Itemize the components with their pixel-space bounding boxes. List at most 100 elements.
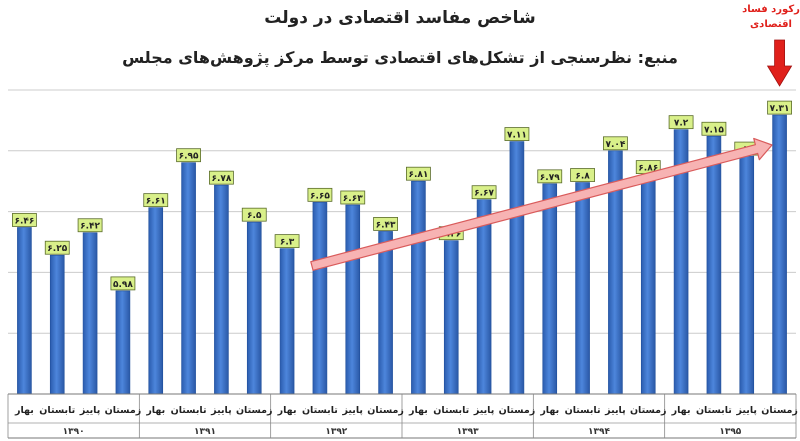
season-tick-label: زمستان xyxy=(761,405,798,416)
season-tick-label: تابستان xyxy=(171,405,207,416)
record-annotation: رکورد فساد اقتصادی xyxy=(742,4,800,30)
value-label-box xyxy=(603,136,628,151)
season-tick-label: پاییز xyxy=(79,405,101,416)
value-label-box xyxy=(307,187,333,202)
value-label: ۶.۵ xyxy=(247,211,262,221)
value-label: ۶.۸۱ xyxy=(408,170,428,180)
bar xyxy=(706,135,722,395)
value-label-box xyxy=(44,240,70,255)
value-label: ۷.۰۴ xyxy=(605,140,625,150)
season-tick-label: تابستان xyxy=(39,405,75,416)
bar xyxy=(148,207,164,395)
value-label: ۷.۲ xyxy=(674,119,689,129)
record-arrow xyxy=(766,39,793,87)
bar xyxy=(542,183,558,395)
year-tick-label: ۱۳۹۳ xyxy=(457,427,479,437)
season-tick-label: بهار xyxy=(539,405,559,416)
season-tick-label: تابستان xyxy=(696,405,732,416)
value-label-box xyxy=(471,185,497,200)
year-tick-label: ۱۳۹۱ xyxy=(194,427,216,437)
bar xyxy=(49,254,65,395)
value-label-box xyxy=(209,170,234,185)
value-label: ۶.۶۳ xyxy=(343,194,363,204)
value-label: ۶.۲۵ xyxy=(47,244,67,254)
value-label-box xyxy=(340,190,366,205)
value-label: ۶.۶۵ xyxy=(310,191,330,201)
chart-subtitle: منبع: نظرسنجی از تشکل‌های اقتصادی توسط م… xyxy=(122,48,678,67)
value-label: ۶.۴۳ xyxy=(376,220,396,230)
year-tick-label: ۱۳۹۴ xyxy=(588,427,610,437)
season-tick-label: تابستان xyxy=(565,405,601,416)
value-label-box xyxy=(77,218,103,233)
value-label-box xyxy=(767,100,792,115)
value-label: ۷.۱۱ xyxy=(507,131,527,141)
value-label-box xyxy=(668,115,694,130)
value-label: ۶.۳۶ xyxy=(441,230,461,240)
season-tick-label: تابستان xyxy=(433,405,469,416)
bar xyxy=(443,240,459,395)
season-tick-label: زمستان xyxy=(367,405,404,416)
value-label: ۶.۸۶ xyxy=(638,164,658,174)
bar xyxy=(772,114,787,395)
season-tick-label: بهار xyxy=(671,405,691,416)
bar xyxy=(246,221,262,395)
value-label-box xyxy=(241,207,267,222)
season-tick-label: پاییز xyxy=(473,405,495,416)
bar xyxy=(509,141,525,395)
season-tick-label: زمستان xyxy=(236,405,273,416)
season-tick-label: پاییز xyxy=(342,405,364,416)
bar xyxy=(411,180,426,395)
year-tick-label: ۱۳۹۵ xyxy=(719,427,741,437)
season-tick-label: زمستان xyxy=(630,405,667,416)
bar xyxy=(82,232,98,395)
value-label-box xyxy=(274,234,300,249)
value-label-box xyxy=(504,127,530,141)
bar xyxy=(279,248,295,395)
value-label: ۶.۹۵ xyxy=(179,152,199,162)
value-label: ۷.۳۱ xyxy=(770,104,790,114)
value-label: ۷.۱۵ xyxy=(704,125,724,135)
bar xyxy=(345,204,361,395)
chart-title: شاخص مفاسد اقتصادی در دولت xyxy=(264,8,536,28)
value-label-box xyxy=(110,276,136,291)
season-tick-label: پاییز xyxy=(736,405,758,416)
bar xyxy=(214,184,229,395)
year-tick-label: ۱۳۹۲ xyxy=(325,427,347,437)
season-tick-label: پاییز xyxy=(604,405,626,416)
value-label: ۵.۹۸ xyxy=(113,280,133,290)
bar xyxy=(115,290,131,395)
value-label-box xyxy=(176,148,201,163)
bar xyxy=(378,231,393,395)
season-tick-label: تابستان xyxy=(302,405,338,416)
value-label: ۶.۶۷ xyxy=(474,189,494,199)
value-label-box xyxy=(373,217,398,231)
trend-arrow xyxy=(310,137,773,271)
value-label: ۶.۷۹ xyxy=(540,173,560,183)
value-label-box xyxy=(537,169,563,184)
season-tick-label: بهار xyxy=(145,405,165,416)
value-label-box xyxy=(12,213,37,227)
value-label: ۶.۷۸ xyxy=(211,174,231,184)
bar xyxy=(476,199,492,395)
bar xyxy=(17,227,32,395)
season-tick-label: بهار xyxy=(277,405,297,416)
value-label: ۶.۳ xyxy=(280,238,295,248)
value-label: ۶.۶۱ xyxy=(146,197,166,207)
season-tick-label: بهار xyxy=(408,405,428,416)
year-tick-label: ۱۳۹۰ xyxy=(63,427,85,437)
value-label-box xyxy=(143,193,169,208)
bar xyxy=(181,162,196,395)
bar xyxy=(312,202,328,395)
bar xyxy=(575,182,590,395)
value-label-box xyxy=(570,168,595,182)
value-label: ۶.۸ xyxy=(575,172,590,182)
season-tick-label: پاییز xyxy=(210,405,232,416)
value-label: ۶.۴۲ xyxy=(80,222,100,232)
season-tick-label: زمستان xyxy=(105,405,142,416)
season-tick-label: بهار xyxy=(14,405,34,416)
value-label-box xyxy=(701,121,727,136)
bar xyxy=(739,155,755,395)
value-label-box xyxy=(406,166,431,181)
season-tick-label: زمستان xyxy=(499,405,536,416)
